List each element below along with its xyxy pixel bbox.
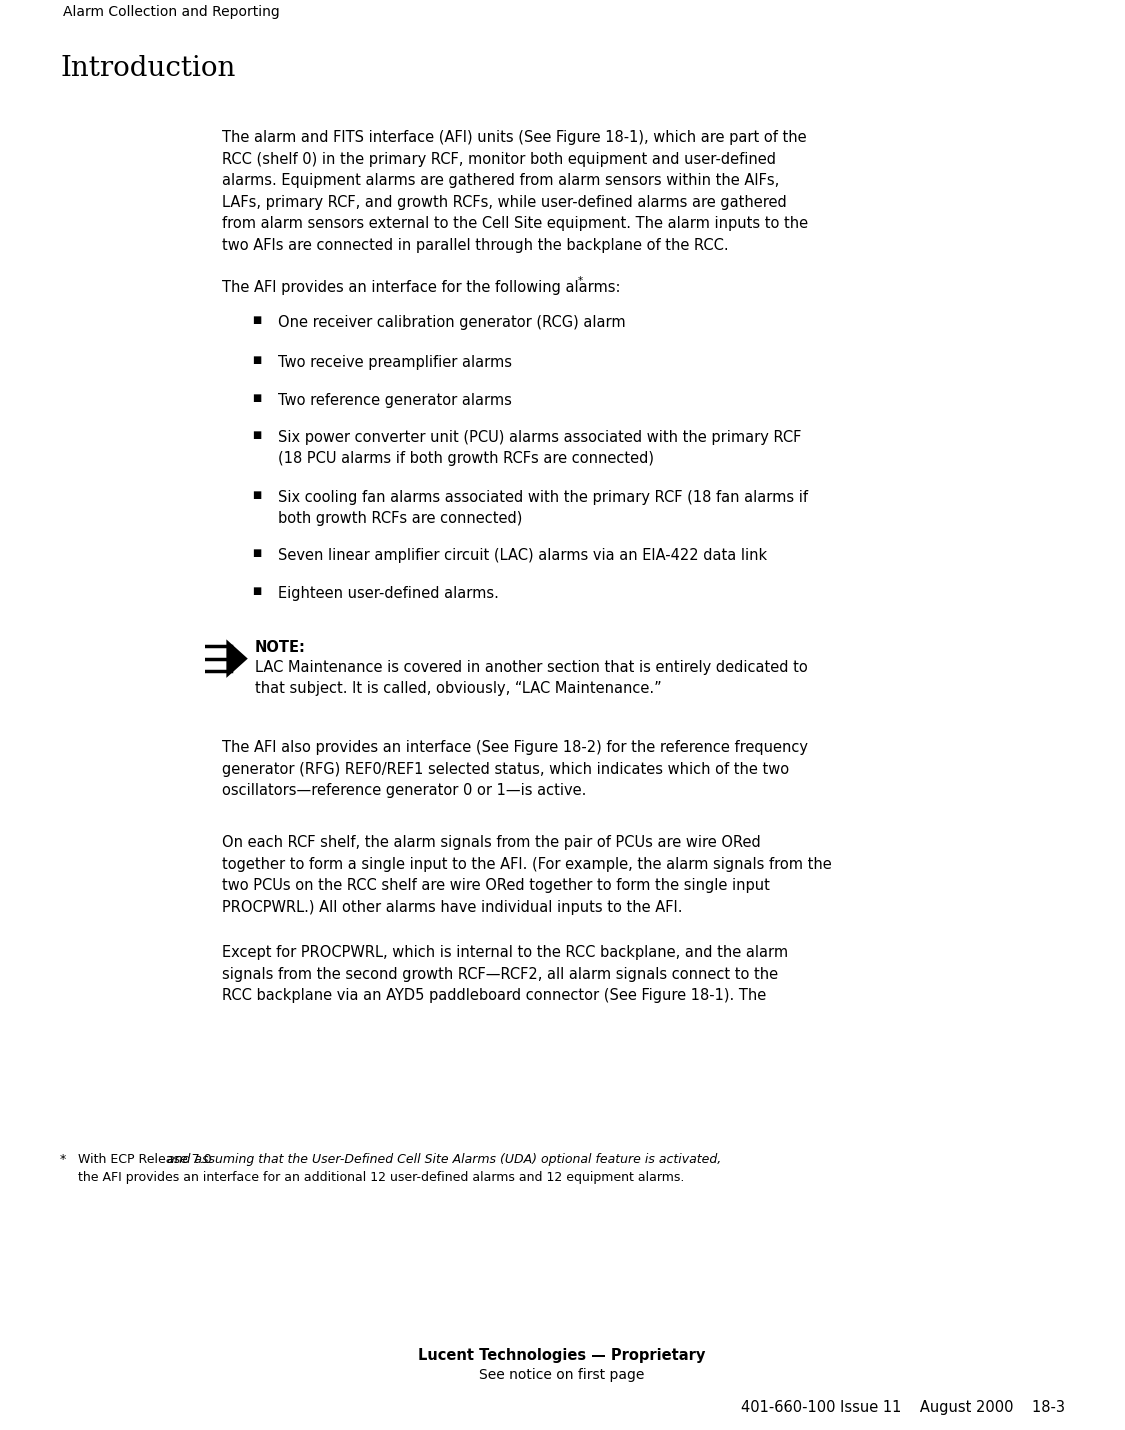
- Text: Seven linear amplifier circuit (LAC) alarms via an EIA-422 data link: Seven linear amplifier circuit (LAC) ala…: [278, 548, 767, 563]
- Text: One receiver calibration generator (RCG) alarm: One receiver calibration generator (RCG)…: [278, 315, 626, 330]
- Text: The alarm and FITS interface (AFI) units (See Figure 18-1), which are part of th: The alarm and FITS interface (AFI) units…: [222, 130, 808, 253]
- Text: and assuming that the User-Defined Cell Site Alarms (UDA) optional feature is ac: and assuming that the User-Defined Cell …: [166, 1153, 721, 1165]
- Text: the AFI provides an interface for an additional 12 user-defined alarms and 12 eq: the AFI provides an interface for an add…: [78, 1171, 684, 1184]
- Text: NOTE:: NOTE:: [255, 641, 306, 655]
- Text: 401-660-100 Issue 11    August 2000    18-3: 401-660-100 Issue 11 August 2000 18-3: [741, 1400, 1065, 1416]
- Text: Lucent Technologies — Proprietary: Lucent Technologies — Proprietary: [418, 1348, 705, 1363]
- Text: Except for PROCPWRL, which is internal to the RCC backplane, and the alarm
signa: Except for PROCPWRL, which is internal t…: [222, 945, 789, 1004]
- Text: With ECP Release 7.0: With ECP Release 7.0: [78, 1153, 216, 1165]
- Text: Six cooling fan alarms associated with the primary RCF (18 fan alarms if
both gr: Six cooling fan alarms associated with t…: [278, 490, 808, 526]
- Text: Two receive preamplifier alarms: Two receive preamplifier alarms: [278, 355, 512, 370]
- Text: Eighteen user-defined alarms.: Eighteen user-defined alarms.: [278, 586, 498, 601]
- Text: On each RCF shelf, the alarm signals from the pair of PCUs are wire ORed
togethe: On each RCF shelf, the alarm signals fro…: [222, 835, 831, 915]
- Text: ■: ■: [252, 586, 261, 596]
- Text: Alarm Collection and Reporting: Alarm Collection and Reporting: [63, 4, 280, 19]
- Polygon shape: [226, 639, 248, 678]
- Text: *: *: [60, 1153, 66, 1165]
- Text: ■: ■: [252, 393, 261, 403]
- Text: ■: ■: [252, 315, 261, 325]
- Text: Six power converter unit (PCU) alarms associated with the primary RCF
(18 PCU al: Six power converter unit (PCU) alarms as…: [278, 430, 801, 466]
- Text: ■: ■: [252, 355, 261, 365]
- Text: *: *: [578, 276, 583, 286]
- Text: LAC Maintenance is covered in another section that is entirely dedicated to
that: LAC Maintenance is covered in another se…: [255, 661, 808, 696]
- Text: ■: ■: [252, 548, 261, 558]
- Text: The AFI also provides an interface (See Figure 18-2) for the reference frequency: The AFI also provides an interface (See …: [222, 739, 808, 798]
- Text: See notice on first page: See notice on first page: [479, 1369, 645, 1381]
- Text: ■: ■: [252, 490, 261, 500]
- Text: Introduction: Introduction: [60, 54, 235, 82]
- Text: The AFI provides an interface for the following alarms:: The AFI provides an interface for the fo…: [222, 280, 621, 295]
- Text: ■: ■: [252, 430, 261, 440]
- Text: Two reference generator alarms: Two reference generator alarms: [278, 393, 512, 408]
